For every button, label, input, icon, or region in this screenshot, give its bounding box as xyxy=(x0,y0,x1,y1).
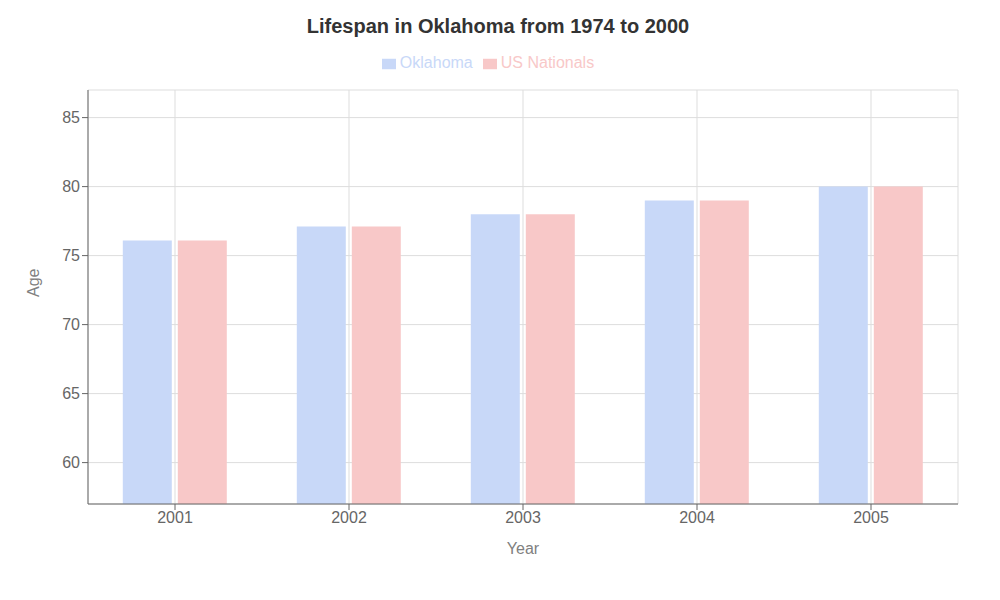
svg-text:2003: 2003 xyxy=(505,509,541,526)
svg-text:85: 85 xyxy=(62,109,80,126)
svg-text:2004: 2004 xyxy=(679,509,715,526)
html-text:Lifespan in Oklahoma from 1974: Lifespan in Oklahoma from 1974 to 2000 xyxy=(306,15,690,37)
html-text:Oklahoma: Oklahoma xyxy=(399,54,473,71)
svg-text:60: 60 xyxy=(62,454,80,471)
svg-text:65: 65 xyxy=(62,385,80,402)
svg-text:2001: 2001 xyxy=(157,509,193,526)
svg-text:80: 80 xyxy=(62,178,80,195)
svg-text:2002: 2002 xyxy=(331,509,367,526)
svg-text:70: 70 xyxy=(62,316,80,333)
svg-text:75: 75 xyxy=(62,247,80,264)
svg-text:2005: 2005 xyxy=(853,509,889,526)
html-text:US Nationals: US Nationals xyxy=(500,54,595,71)
svg-text:Year: Year xyxy=(507,540,540,557)
svg-text:Age: Age xyxy=(25,268,42,297)
